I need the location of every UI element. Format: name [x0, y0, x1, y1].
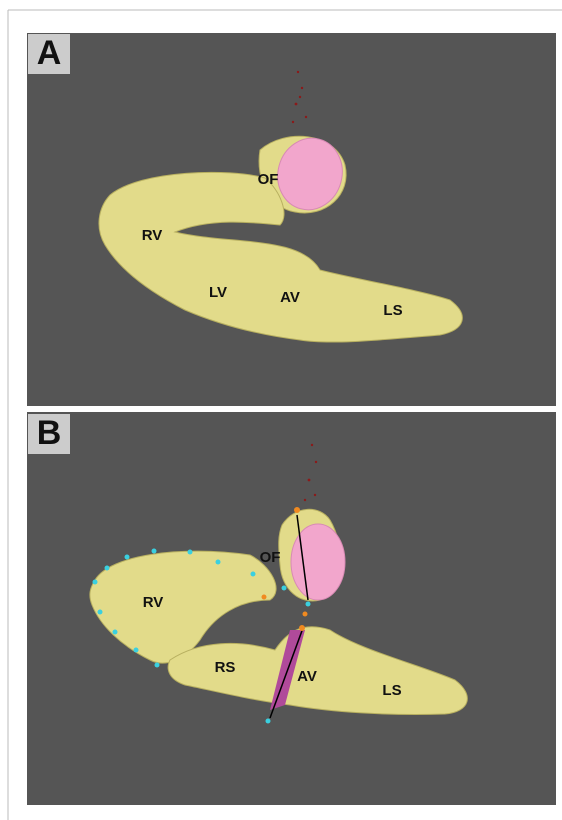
region-label: OF	[258, 171, 279, 188]
region-label: AV	[280, 289, 300, 306]
region-label: AV	[297, 668, 317, 685]
region-label: RV	[142, 227, 163, 244]
panel-label: A	[37, 34, 62, 72]
region-label: RV	[143, 594, 164, 611]
figure: A OF RV LV AV LS B OF RV RS AV LS	[0, 0, 562, 820]
region-label: LS	[382, 682, 401, 699]
region-label: LV	[209, 284, 227, 301]
region-label: LS	[383, 302, 402, 319]
region-label: OF	[260, 549, 281, 566]
region-label: RS	[215, 659, 236, 676]
panel-label: B	[37, 414, 62, 452]
